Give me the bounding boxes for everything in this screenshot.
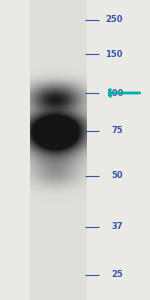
Text: 37: 37 — [111, 222, 123, 231]
Text: 150: 150 — [105, 50, 123, 58]
Text: 250: 250 — [105, 15, 123, 24]
Text: 100: 100 — [106, 88, 123, 98]
Text: 25: 25 — [111, 270, 123, 279]
Text: 75: 75 — [111, 126, 123, 135]
Text: 50: 50 — [111, 171, 123, 180]
